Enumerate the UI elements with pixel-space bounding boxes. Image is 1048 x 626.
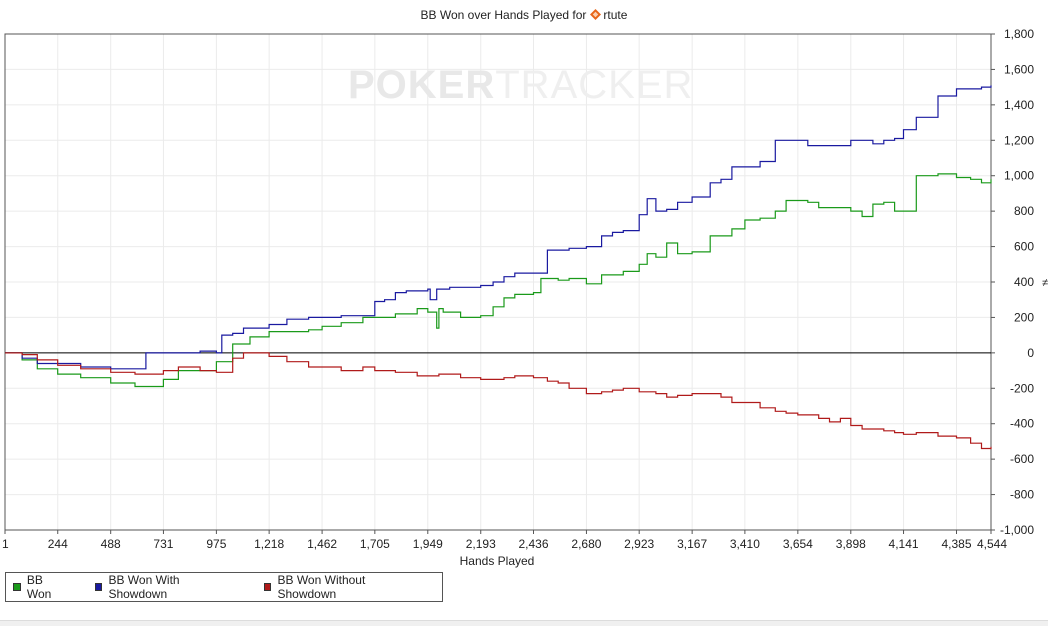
x-tick-label: 4,141	[889, 537, 919, 551]
legend-item[interactable]: BB Won	[13, 573, 70, 601]
orange-diamond-icon	[590, 9, 602, 20]
footer-strip	[0, 620, 1048, 626]
y-tick-label: -200	[1010, 381, 1034, 395]
legend-label: BB Won With Showdown	[108, 573, 180, 601]
watermark-part1: POKER	[348, 63, 495, 107]
y-tick-label: -800	[1010, 488, 1034, 502]
x-tick-label: 488	[101, 537, 121, 551]
grid	[4, 33, 992, 531]
x-tick-label: 1,705	[360, 537, 390, 551]
legend-swatch	[263, 583, 272, 591]
y-tick-label: 1,400	[1004, 98, 1034, 112]
legend-item[interactable]: BB Won With Showdown	[94, 573, 239, 601]
y-axis: 1,800 1,600 1,400 1,200 1,000 800 600 400 200 0 -2…	[991, 27, 1034, 537]
x-tick-label: 3,167	[677, 537, 707, 551]
y-tick-label: 600	[1014, 240, 1034, 254]
x-tick-label: 3,898	[836, 537, 866, 551]
watermark-text: POKERTRACKER	[348, 63, 693, 107]
y-tick-label: -400	[1010, 417, 1034, 431]
y-tick-label: 1,200	[1004, 133, 1034, 147]
pokertracker-watermark: POKERTRACKER	[348, 63, 693, 107]
legend: BB Won BB Won With Showdown BB Won Without…	[5, 572, 443, 602]
y-tick-label: 0	[1027, 346, 1034, 360]
y-tick-label: 200	[1014, 310, 1034, 324]
x-tick-label: 1	[2, 537, 9, 551]
right-edge-mark: ≠	[1042, 277, 1048, 289]
x-tick-label: 1,218	[254, 537, 284, 551]
x-axis-label: Hands Played	[460, 554, 535, 568]
legend-item[interactable]: BB Won Without Showdown	[263, 573, 424, 601]
y-tick-label: 400	[1014, 275, 1034, 289]
player-name: rtute	[603, 8, 628, 22]
series-line-bb-won-without-showdown	[5, 352, 992, 450]
y-tick-label: -600	[1010, 452, 1034, 466]
x-tick-label: 2,680	[571, 537, 601, 551]
x-tick-label: 731	[153, 537, 173, 551]
chart-title: BB Won over Hands Played for rtute	[0, 8, 1048, 22]
series-layer	[5, 85, 992, 450]
chart-title-text: BB Won over Hands Played for	[420, 8, 587, 22]
x-axis: 1 244 488 731 975 1,218 1,462 1,705 1,949 2,193 2,…	[2, 530, 1007, 551]
x-tick-label: 2,923	[624, 537, 654, 551]
y-tick-label: 1,800	[1004, 27, 1034, 41]
x-tick-label: 975	[206, 537, 226, 551]
legend-label: BB Won Without Showdown	[277, 573, 366, 601]
x-tick-label: 2,436	[518, 537, 548, 551]
x-tick-label: 4,544	[977, 537, 1007, 551]
watermark-part2: TRACKER	[495, 63, 693, 107]
x-tick-label: 244	[48, 537, 68, 551]
legend-swatch	[13, 583, 21, 591]
series-line-bb-won	[5, 173, 992, 388]
y-tick-label: -1,000	[1000, 523, 1034, 537]
y-tick-label: 1,600	[1004, 62, 1034, 76]
x-tick-label: 3,654	[783, 537, 813, 551]
y-tick-label: 1,000	[1004, 169, 1034, 183]
series-line-bb-won-with-showdown	[5, 85, 992, 370]
legend-label: BB Won	[26, 573, 52, 601]
x-tick-label: 4,385	[941, 537, 971, 551]
legend-swatch	[94, 583, 103, 591]
x-tick-label: 1,949	[413, 537, 443, 551]
x-tick-label: 1,462	[307, 537, 337, 551]
x-tick-label: 2,193	[466, 537, 496, 551]
y-tick-label: 800	[1014, 204, 1034, 218]
x-tick-label: 3,410	[730, 537, 760, 551]
